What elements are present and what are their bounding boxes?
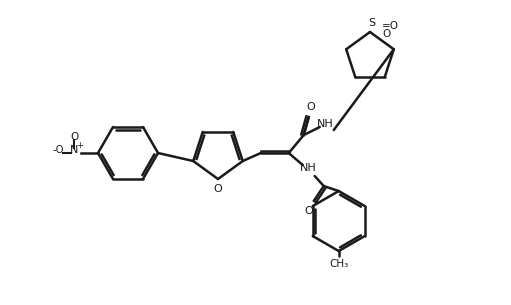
Text: N: N bbox=[70, 145, 78, 155]
Text: CH₃: CH₃ bbox=[329, 259, 349, 269]
Text: =O: =O bbox=[382, 21, 399, 31]
Text: -O: -O bbox=[52, 145, 64, 155]
Text: O: O bbox=[307, 102, 315, 112]
Text: NH: NH bbox=[317, 119, 334, 129]
Text: NH: NH bbox=[300, 163, 317, 173]
Text: +: + bbox=[77, 142, 83, 150]
Text: S: S bbox=[368, 18, 376, 28]
Text: O: O bbox=[214, 184, 222, 194]
Text: O: O bbox=[382, 29, 390, 39]
Text: O: O bbox=[70, 132, 78, 142]
Text: O: O bbox=[305, 206, 313, 216]
